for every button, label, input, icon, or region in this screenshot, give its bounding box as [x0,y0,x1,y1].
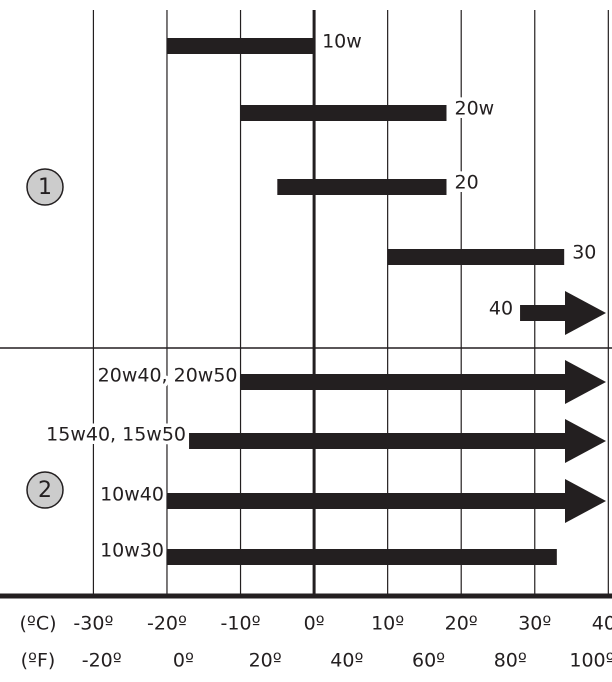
x-tick-label: 20º [445,613,478,635]
bar-label: 15w40, 15w50 [46,424,186,446]
bar-label: 20w40, 20w50 [98,365,238,387]
bar [387,249,565,265]
bar-arrow [565,291,606,335]
bar-label: 20 [454,172,478,194]
group-marker [26,168,64,206]
bar-label: 40 [489,298,513,320]
x2-tick-label: 80º [494,650,527,672]
bar [520,305,570,321]
x-unit-label: (ºC) [19,613,56,635]
bar [166,549,557,565]
x-tick-label: -20º [147,613,187,635]
x-tick-label: 40º [592,613,612,635]
bar [189,433,570,449]
x-tick-label: 30º [518,613,551,635]
bar-arrow [565,479,606,523]
bar-arrow [565,419,606,463]
bar-label: 10w30 [100,540,164,562]
bar [277,179,447,195]
bar [240,374,570,390]
x2-tick-label: -20º [82,650,122,672]
bar-label: 20w [454,98,494,120]
x2-tick-label: 60º [412,650,445,672]
x-tick-label: 0º [304,613,325,635]
x2-tick-label: 0º [173,650,194,672]
bar-label: 30 [572,242,596,264]
bar [166,38,315,54]
bar [240,105,447,121]
x-tick-label: 10º [371,613,404,635]
bar-arrow [565,360,606,404]
x-tick-label: -30º [73,613,113,635]
group-label: 1 [38,175,52,200]
bar [166,493,571,509]
x2-tick-label: 40º [330,650,363,672]
x2-tick-label: 100º [569,650,612,672]
group-marker [26,471,64,509]
group-label: 2 [38,478,52,503]
bar-label: 10w [322,31,362,53]
x-tick-label: -10º [221,613,261,635]
bar-label: 10w40 [100,484,164,506]
x2-unit-label: (ºF) [21,650,56,672]
x2-tick-label: 20º [249,650,282,672]
